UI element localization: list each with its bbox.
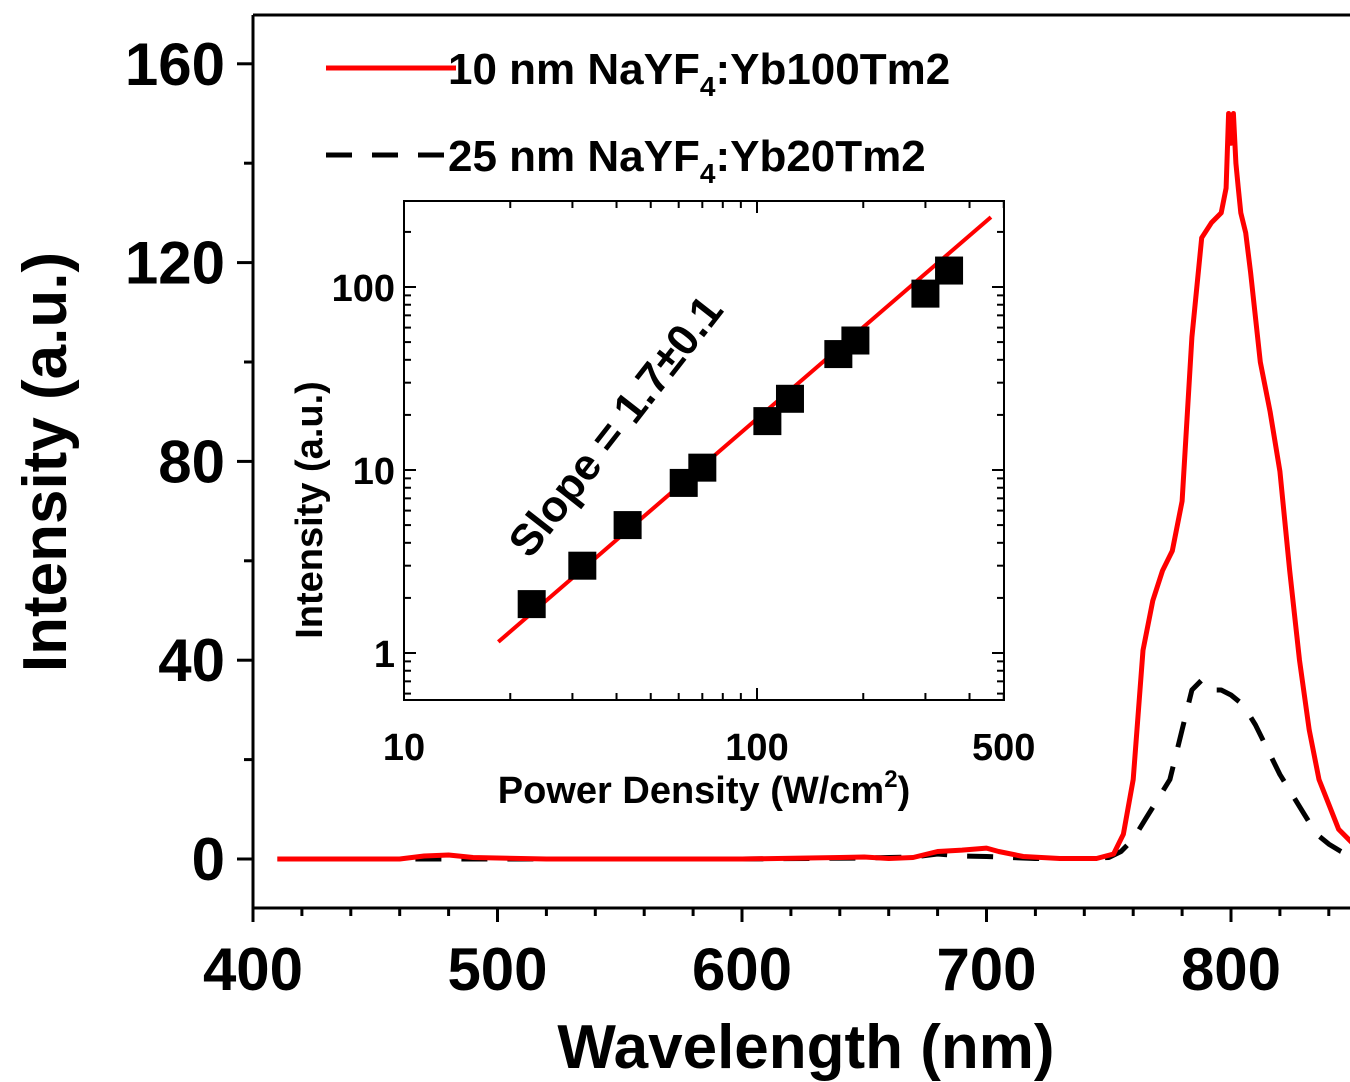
inset-x-axis-title-prefix: Power Density (W/cm (498, 770, 884, 812)
series-line-2 (277, 677, 1350, 862)
main-x-axis-title: Wavelength (nm) (557, 1013, 1054, 1082)
inset-data-point (568, 551, 597, 580)
legend-label-series-1-prefix: 10 nm NaYF (448, 45, 700, 94)
legend-label-series-2-suffix: :Yb20Tm2 (715, 132, 925, 181)
inset-x-axis-title-suffix: ) (898, 770, 911, 812)
inset-y-axis-title: Intensity (a.u.) (289, 381, 331, 639)
inset-y-tick-label: 100 (332, 268, 395, 310)
x-tick-label: 500 (447, 936, 547, 1003)
legend: 10 nm NaYF4:Yb100Tm2 25 nm NaYF4:Yb20Tm2 (326, 45, 950, 189)
y-tick-label: 120 (125, 230, 225, 297)
inset-data-point (613, 511, 642, 540)
x-tick-label: 800 (1181, 936, 1281, 1003)
x-tick-label: 600 (692, 936, 792, 1003)
inset-data-point (517, 590, 546, 619)
inset-data-point (935, 256, 964, 285)
main-ticks: 400 500 600 700 800 0 40 80 120 160 (125, 31, 1331, 1003)
series-line-1 (277, 111, 1350, 862)
inset-x-axis-title-sup: 2 (884, 766, 897, 793)
inset-x-tick-label: 100 (725, 727, 788, 769)
x-tick-label: 400 (203, 936, 303, 1003)
x-tick-label: 700 (936, 936, 1036, 1003)
inset-ticks: 10 100 500 1 10 100 (332, 201, 1035, 769)
inset-data-point (688, 453, 717, 482)
inset-frame (403, 200, 1005, 701)
inset-y-tick-label: 10 (353, 451, 395, 493)
main-y-axis-title: Intensity (a.u.) (11, 252, 80, 672)
legend-label-series-1-suffix: :Yb100Tm2 (715, 45, 950, 94)
inset-x-tick-label: 500 (972, 727, 1035, 769)
inset-x-axis-title: Power Density (W/cm2) (498, 766, 910, 812)
legend-label-series-1: 10 nm NaYF4:Yb100Tm2 (448, 45, 950, 102)
legend-label-series-2-prefix: 25 nm NaYF (448, 132, 700, 181)
legend-label-series-1-sub: 4 (700, 71, 716, 102)
main-series (277, 111, 1350, 862)
inset-data-point (911, 279, 940, 308)
y-tick-label: 0 (192, 826, 225, 893)
inset-x-tick-label: 10 (383, 727, 425, 769)
y-tick-label: 40 (158, 627, 225, 694)
inset-y-tick-label: 1 (374, 634, 395, 676)
legend-label-series-2-sub: 4 (700, 158, 716, 189)
y-tick-label: 80 (158, 428, 225, 495)
inset-data-point (841, 326, 870, 355)
inset-data-point (775, 384, 804, 413)
legend-label-series-2: 25 nm NaYF4:Yb20Tm2 (448, 132, 926, 189)
inset-points (517, 256, 964, 619)
y-tick-label: 160 (125, 31, 225, 98)
